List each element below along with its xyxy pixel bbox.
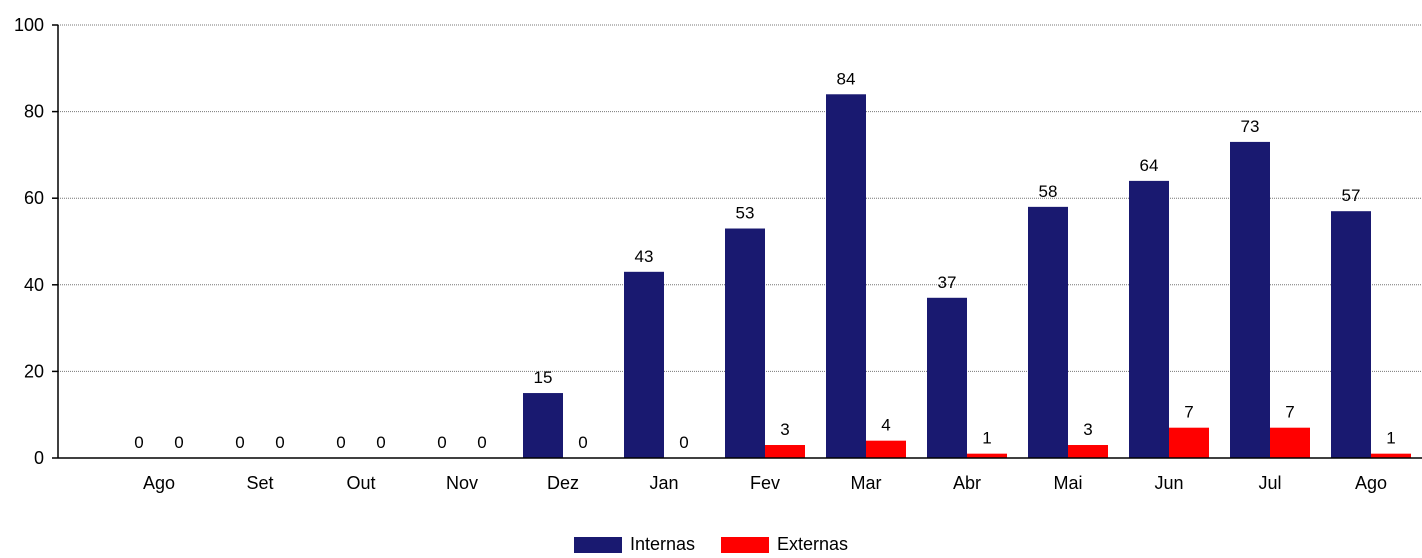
legend-label-internas: Internas (629, 534, 695, 554)
x-tick-label: Fev (750, 473, 780, 493)
bar-externas (1169, 427, 1209, 458)
y-tick-label: 0 (34, 448, 44, 468)
data-label-internas: 0 (336, 433, 345, 452)
x-tick-label: Mar (851, 473, 882, 493)
data-label-externas: 3 (780, 420, 789, 439)
data-label-internas: 58 (1039, 182, 1058, 201)
data-label-internas: 43 (635, 247, 654, 266)
legend: Internas Externas (0, 534, 1422, 555)
data-label-externas: 7 (1184, 403, 1193, 422)
data-label-internas: 37 (938, 273, 957, 292)
data-label-internas: 84 (837, 69, 856, 88)
x-tick-label: Set (246, 473, 273, 493)
data-label-externas: 3 (1083, 420, 1092, 439)
bar-internas (624, 271, 664, 458)
x-tick-label: Out (346, 473, 375, 493)
bar-internas (1230, 141, 1270, 458)
data-label-externas: 7 (1285, 403, 1294, 422)
bar-internas (1129, 180, 1169, 458)
data-label-externas: 0 (275, 433, 284, 452)
data-label-internas: 57 (1342, 186, 1361, 205)
data-labels: 0 0 0 0 0 0 0 0 15 0 43 0 53 3 84 4 37 1 58 3 64 7 73 7 57 1 (134, 69, 1395, 452)
legend-item-externas: Externas (721, 534, 848, 555)
data-label-externas: 0 (679, 433, 688, 452)
data-label-externas: 4 (881, 416, 890, 435)
y-tick-label: 100 (14, 15, 44, 35)
data-label-externas: 1 (982, 429, 991, 448)
bar-internas (826, 94, 866, 458)
data-label-internas: 0 (235, 433, 244, 452)
legend-swatch-externas (721, 536, 769, 553)
x-tick-label: Jul (1258, 473, 1281, 493)
y-tick-label: 20 (24, 361, 44, 381)
bar-internas (1331, 211, 1371, 458)
x-tick-label: Jun (1154, 473, 1183, 493)
data-label-internas: 73 (1241, 117, 1260, 136)
bar-externas (1270, 427, 1310, 458)
legend-item-internas: Internas (573, 534, 695, 555)
x-tick-label: Ago (143, 473, 175, 493)
data-label-internas: 53 (736, 204, 755, 223)
data-label-externas: 1 (1386, 429, 1395, 448)
data-label-externas: 0 (174, 433, 183, 452)
data-label-internas: 0 (134, 433, 143, 452)
bar-internas (523, 393, 563, 458)
bar-internas (927, 297, 967, 458)
data-label-internas: 64 (1140, 156, 1159, 175)
bar-externas (765, 445, 805, 458)
x-tick-label: Jan (649, 473, 678, 493)
bar-externas (866, 440, 906, 458)
y-tick-label: 80 (24, 102, 44, 122)
x-tick-label: Dez (547, 473, 579, 493)
data-label-externas: 0 (376, 433, 385, 452)
x-axis-categories: Ago Set Out Nov Dez Jan Fev Mar Abr Mai Jun Jul Ago (143, 473, 1387, 493)
bar-externas (1371, 453, 1411, 458)
y-axis-ticks: 0 20 40 60 80 100 (14, 15, 58, 468)
data-label-externas: 0 (578, 433, 587, 452)
legend-label-externas: Externas (777, 534, 849, 554)
y-tick-label: 60 (24, 188, 44, 208)
y-tick-label: 40 (24, 275, 44, 295)
bar-internas (1028, 206, 1068, 458)
data-label-internas: 0 (437, 433, 446, 452)
bar-externas (967, 453, 1007, 458)
legend-swatch-internas (573, 536, 622, 553)
bars (523, 94, 1411, 458)
x-tick-label: Nov (446, 473, 478, 493)
x-tick-label: Abr (953, 473, 981, 493)
data-label-internas: 15 (534, 368, 553, 387)
bar-internas (725, 228, 765, 458)
x-tick-label: Ago (1355, 473, 1387, 493)
x-tick-label: Mai (1053, 473, 1082, 493)
bar-externas (1068, 445, 1108, 458)
data-label-externas: 0 (477, 433, 486, 452)
